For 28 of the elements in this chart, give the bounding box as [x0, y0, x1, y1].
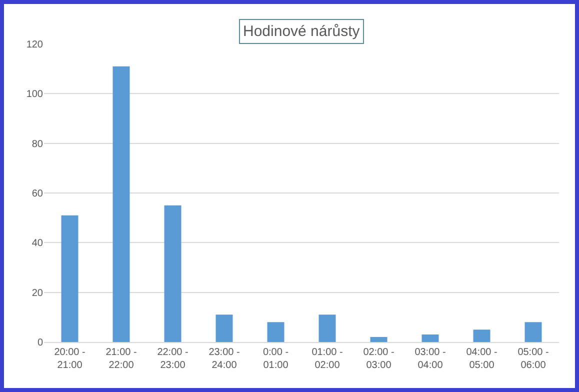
x-tick-label: 05:00 - 06:00	[518, 347, 549, 371]
x-tick-label: 21:00 - 22:00	[106, 347, 137, 371]
bar	[112, 66, 130, 342]
x-tick-label: 03:00 - 04:00	[414, 347, 446, 371]
x-tick-label: 04:00 - 05:00	[466, 347, 498, 371]
y-tick-label: 100	[26, 89, 44, 100]
x-tick-label: 02:00 - 03:00	[363, 347, 394, 371]
bar	[473, 330, 490, 342]
chart-title: Hodinové nárůsty	[243, 23, 360, 40]
y-tick-label: 0	[37, 338, 44, 348]
bar	[318, 314, 336, 342]
x-tick-label: 01:00 - 02:00	[312, 347, 343, 371]
bar	[164, 205, 182, 342]
x-tick-label: 0:00 - 01:00	[262, 347, 289, 371]
y-tick-label: 120	[26, 40, 44, 50]
x-tick-label: 23:00 - 24:00	[208, 347, 240, 371]
y-tick-label: 40	[32, 238, 44, 250]
y-tick-label: 80	[32, 138, 44, 150]
bar	[370, 337, 388, 342]
bar	[422, 334, 439, 342]
bar	[61, 215, 78, 342]
y-tick-label: 60	[32, 188, 44, 200]
x-tick-label: 22:00 - 23:00	[157, 347, 188, 371]
x-tick-label: 20:00 - 21:00	[54, 347, 86, 371]
bar	[524, 322, 542, 342]
y-tick-label: 20	[32, 288, 44, 299]
bar	[267, 322, 284, 342]
bar	[216, 314, 233, 342]
